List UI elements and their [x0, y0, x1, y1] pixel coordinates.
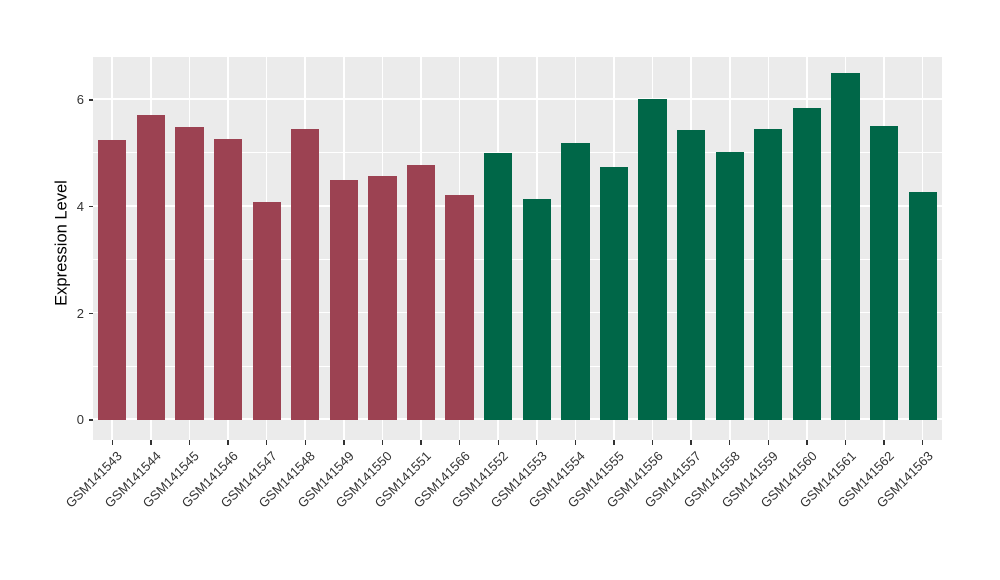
bar-GSM141553 — [522, 198, 551, 420]
bar-GSM141544 — [136, 114, 166, 420]
x-axis-tick — [883, 440, 885, 445]
bar-GSM141558 — [715, 152, 744, 420]
y-tick-label: 6 — [76, 92, 84, 108]
x-axis-tick — [458, 440, 461, 445]
x-axis-tick — [574, 440, 577, 445]
bar-GSM141563 — [908, 192, 937, 420]
bar-GSM141559 — [754, 129, 783, 420]
bar-GSM141562 — [869, 125, 899, 420]
y-axis-title: Expression Level — [52, 180, 71, 306]
bar-GSM141551 — [406, 165, 436, 420]
bar-GSM141557 — [677, 129, 706, 420]
bar-GSM141560 — [792, 108, 822, 420]
bar-GSM141547 — [252, 202, 281, 420]
x-axis-tick — [922, 440, 924, 445]
y-axis-tick — [88, 419, 93, 421]
x-axis-tick — [806, 440, 808, 445]
bar-GSM141566 — [445, 194, 474, 420]
x-axis-tick — [265, 440, 268, 445]
x-axis-tick — [381, 440, 384, 445]
y-tick-label: 4 — [76, 199, 84, 215]
bar-GSM141545 — [175, 126, 204, 420]
gridline-major-y2 — [93, 311, 942, 314]
bar-GSM141546 — [213, 139, 243, 420]
x-axis-tick — [729, 440, 731, 445]
x-axis-tick — [420, 440, 422, 445]
y-tick-label: 0 — [76, 412, 84, 428]
bar-GSM141549 — [329, 180, 358, 420]
y-axis-tick — [88, 312, 93, 315]
x-axis-tick — [767, 440, 770, 445]
y-tick-label: 2 — [76, 305, 84, 321]
x-axis-tick — [844, 440, 847, 445]
x-axis-tick — [690, 440, 692, 445]
x-axis-tick — [150, 440, 152, 445]
bar-GSM141550 — [368, 175, 397, 420]
x-axis-tick — [227, 440, 229, 445]
x-axis-tick — [651, 440, 654, 445]
x-axis-tick — [304, 440, 306, 445]
bar-GSM141554 — [561, 142, 590, 420]
bar-GSM141548 — [291, 129, 320, 420]
bar-GSM141543 — [98, 140, 127, 420]
gridline-minor-y1 — [93, 365, 942, 367]
x-axis-tick — [188, 440, 191, 445]
x-axis-tick — [613, 440, 615, 445]
x-axis-tick — [497, 440, 499, 445]
x-axis-tick — [111, 440, 113, 445]
x-axis-tick — [536, 440, 538, 445]
bar-GSM141552 — [484, 152, 513, 420]
gridline-major-y6 — [93, 98, 942, 100]
bar-GSM141555 — [599, 166, 629, 420]
x-axis-tick — [343, 440, 345, 445]
y-axis-tick — [88, 205, 93, 208]
gridline-major-y4 — [93, 205, 942, 207]
plot-panel — [93, 57, 942, 440]
bar-GSM141556 — [638, 98, 667, 420]
bar-GSM141561 — [831, 73, 860, 420]
y-axis-tick — [88, 99, 93, 101]
gridline-minor-y5 — [93, 152, 942, 154]
gridline-major-y0 — [93, 418, 942, 420]
gridline-minor-y3 — [93, 259, 942, 260]
